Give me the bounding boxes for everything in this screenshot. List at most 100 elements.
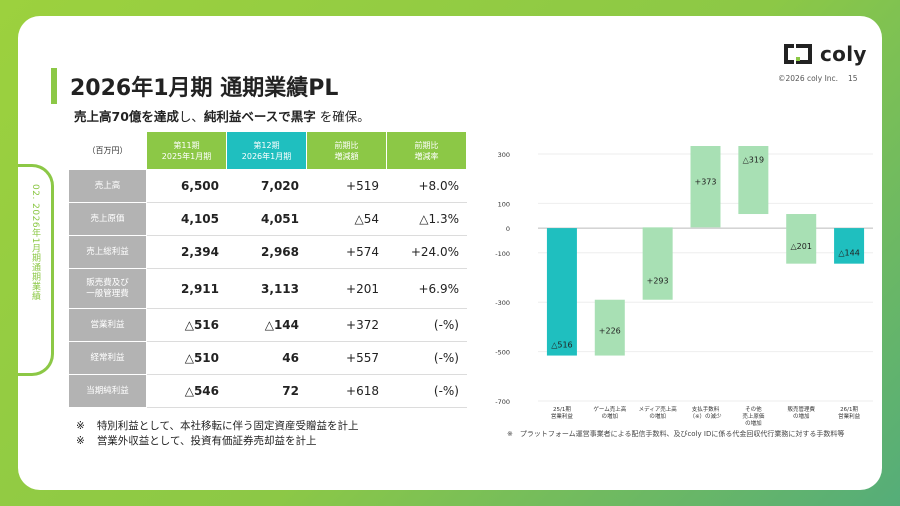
category-label: の増加 [602,412,619,420]
page-subtitle: 売上高70億を達成し、純利益ベースで黒字 を確保。 [74,106,370,125]
category-label: 営業利益 [838,412,861,420]
chart-footnote: ※ プラットフォーム運営事業者による配信手数料、及びcoly IDに係る代金回収… [507,430,845,438]
category-label: の増加 [793,412,810,420]
footnote: ※ 特別利益として、本社移転に伴う固定資産受贈益を計上 [76,420,359,432]
waterfall-bar [738,146,769,215]
subtitle-connector: し、 [178,109,204,124]
footnotes: ※ 特別利益として、本社移転に伴う固定資産受贈益を計上 ※ 営業外収益として、投資有… [76,419,370,449]
col-header-diff: 前期比 増減額 [306,131,387,170]
y-tick-label: -300 [495,299,510,307]
y-tick-label: -700 [495,398,510,406]
cell-diff: △54 [306,202,387,236]
y-tick-label: -500 [495,349,510,357]
category-label: 26/1期 [840,406,858,413]
waterfall-bar [690,146,721,228]
waterfall-bar [834,228,865,264]
y-tick-label: 0 [506,225,510,233]
table-row: 売上総利益 2,394 2,968 +574 +24.0% [68,235,467,269]
bar-value-label: +226 [599,327,621,336]
cell-rate: △1.3% [386,202,467,236]
table-row: 売上高 6,500 7,020 +519 +8.0% [68,169,467,203]
table-row: 販売費及び 一般管理費 2,911 3,113 +201 +6.9% [68,268,467,309]
category-label: 支払手数料 [692,405,720,413]
cell-rate: (-%) [386,374,467,408]
cell-fy12: 72 [226,374,307,408]
table-row: 当期純利益 △546 72 +618 (-%) [68,374,467,408]
cell-diff: +557 [306,341,387,375]
section-tab[interactable] [18,164,54,376]
subtitle-end: を確保。 [315,109,370,124]
col-header-fy11: 第11期 2025年1月期 [146,131,227,170]
category-label: ゲーム売上高 [593,405,626,413]
cell-rate: +8.0% [386,169,467,203]
logo-text: coly [820,42,867,66]
waterfall-bar [786,214,817,264]
cell-fy12: △144 [226,308,307,342]
waterfall-bar [546,228,577,356]
bar-value-label: △319 [743,156,764,165]
cell-fy11: △546 [146,374,227,408]
cell-rate: (-%) [386,308,467,342]
cell-rate: +24.0% [386,235,467,269]
y-tick-label: -100 [495,250,510,258]
cell-diff: +574 [306,235,387,269]
title-accent-bar [51,68,57,104]
bar-value-label: +373 [695,177,717,186]
subtitle-highlight-sales: 売上高70億を達成 [74,109,179,124]
cell-rate: (-%) [386,341,467,375]
cell-fy11: 4,105 [146,202,227,236]
bar-value-label: △516 [551,341,572,350]
cell-fy12: 4,051 [226,202,307,236]
cell-diff: +519 [306,169,387,203]
cell-diff: +372 [306,308,387,342]
cell-fy11: △516 [146,308,227,342]
row-label: 売上原価 [68,202,147,236]
bar-value-label: △144 [838,249,859,258]
page-number: 15 [848,74,858,83]
page-title: 2026年1月期 通期業績PL [70,76,339,101]
table-row: 経常利益 △510 46 +557 (-%) [68,341,467,375]
category-label: （※）の減少 [689,412,722,420]
row-label: 経常利益 [68,341,147,375]
row-label: 当期純利益 [68,374,147,408]
category-label: メディア売上高 [639,405,678,413]
footnote: ※ 営業外収益として、投資有価証券売却益を計上 [76,435,317,447]
subtitle-highlight-profit: 純利益ベースで黒字 [203,109,316,124]
y-tick-label: 100 [498,200,510,208]
category-label: 営業利益 [551,412,574,420]
table-header-row: （百万円） 第11期 2025年1月期 第12期 2026年1月期 前期比 増減額 前… [68,131,467,170]
col-header-fy12: 第12期 2026年1月期 [226,131,307,170]
unit-label: （百万円） [68,131,147,170]
copyright: ©2026 coly Inc. [778,74,839,83]
category-label: その他 [745,405,762,413]
coly-logo-icon [784,44,812,64]
cell-diff: +618 [306,374,387,408]
cell-fy12: 7,020 [226,169,307,203]
pl-table: （百万円） 第11期 2025年1月期 第12期 2026年1月期 前期比 増減額 前… [68,131,467,408]
waterfall-bar [594,299,625,356]
category-label: の増加 [745,419,762,427]
col-header-rate: 前期比 増減率 [386,131,467,170]
bar-value-label: △201 [791,242,812,251]
row-label: 販売費及び 一般管理費 [68,268,147,309]
row-label: 売上高 [68,169,147,203]
row-label: 営業利益 [68,308,147,342]
cell-rate: +6.9% [386,268,467,309]
row-label: 売上総利益 [68,235,147,269]
company-logo: coly [782,42,867,66]
cell-fy11: 2,394 [146,235,227,269]
cell-fy11: 6,500 [146,169,227,203]
y-tick-label: 300 [498,151,510,159]
table-row: 営業利益 △516 △144 +372 (-%) [68,308,467,342]
category-label: の増加 [649,412,666,420]
cell-fy12: 2,968 [226,235,307,269]
category-label: 売上原価 [742,412,765,420]
cell-diff: +201 [306,268,387,309]
table-row: 売上原価 4,105 4,051 △54 △1.3% [68,202,467,236]
cell-fy12: 46 [226,341,307,375]
bar-value-label: +293 [647,277,669,286]
category-label: 販売管理費 [787,405,815,413]
cell-fy11: 2,911 [146,268,227,309]
cell-fy12: 3,113 [226,268,307,309]
